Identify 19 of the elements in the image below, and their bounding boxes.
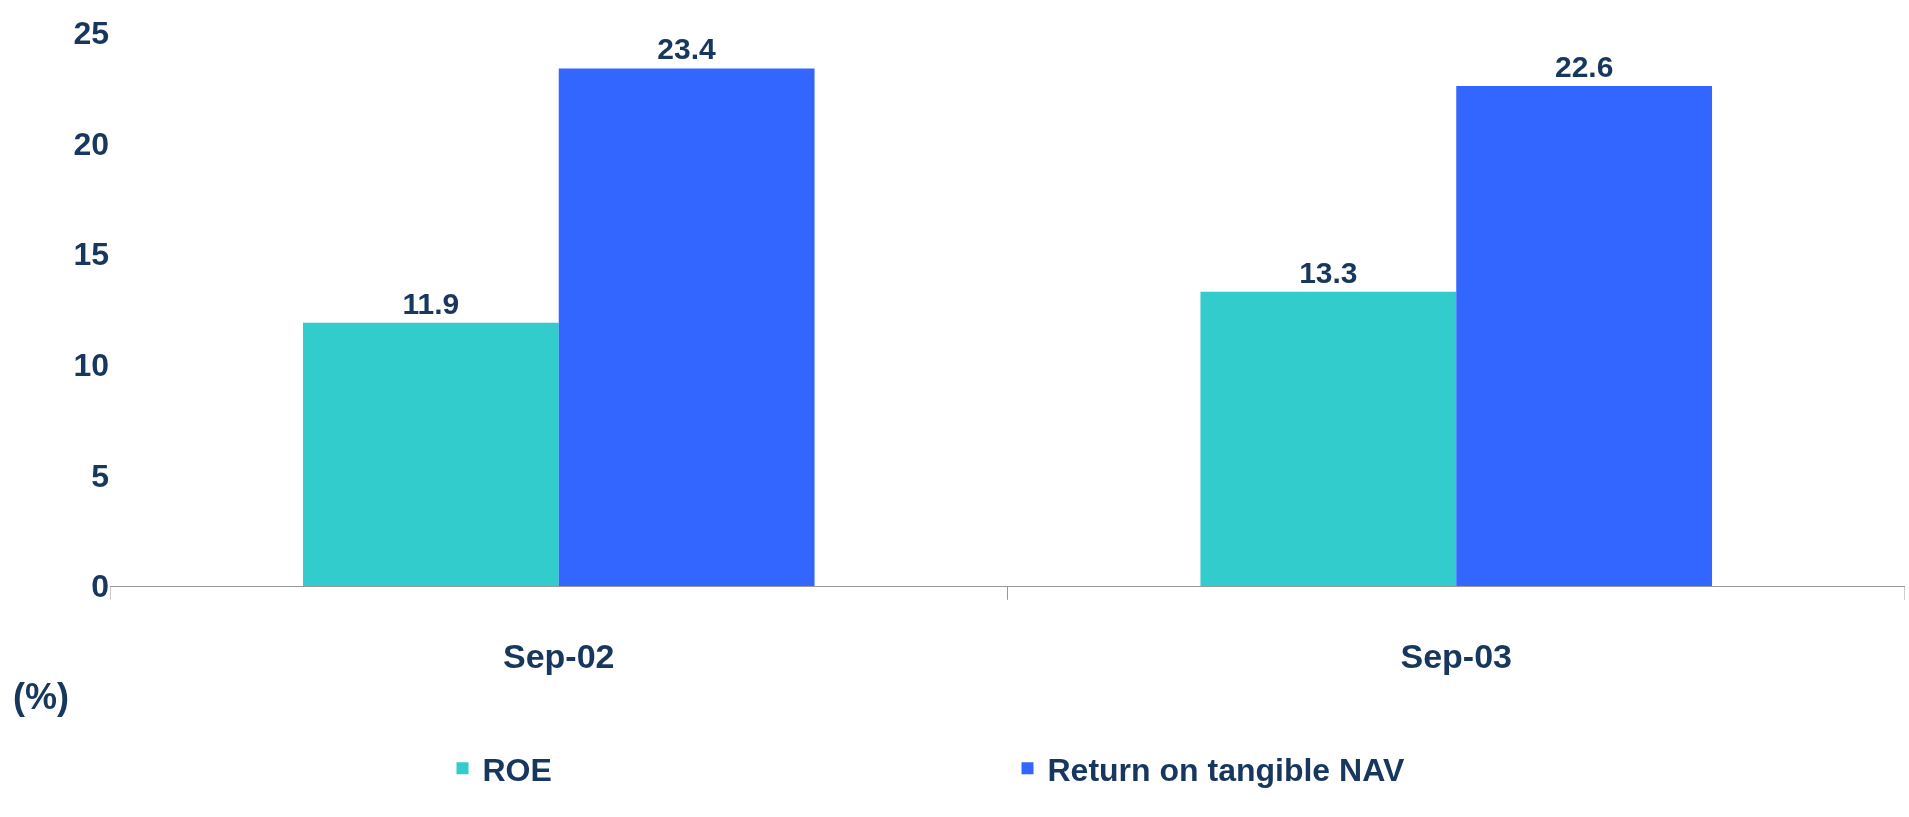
data-label: 22.6 [1554, 50, 1614, 84]
data-label: 23.4 [657, 32, 716, 66]
x-tick-label: Sep-03 [1400, 636, 1512, 675]
legend-label: Return on tangible NAV [1047, 751, 1405, 788]
y-tick-label: 25 [73, 15, 109, 52]
bar [558, 68, 815, 586]
x-tick-label: Sep-02 [503, 636, 615, 675]
legend-label: ROE [482, 751, 552, 788]
y-tick-label: 20 [73, 125, 109, 162]
y-tick-label: 15 [73, 236, 109, 273]
bar [302, 322, 559, 586]
bar [1456, 86, 1713, 586]
y-tick-label: 5 [91, 457, 109, 494]
data-label: 13.3 [1299, 255, 1358, 289]
bar [1200, 291, 1457, 586]
y-axis-title: (%) [13, 676, 69, 717]
data-label: 11.9 [402, 286, 460, 320]
y-tick-label: 0 [91, 568, 109, 605]
y-tick-label: 10 [73, 347, 109, 383]
